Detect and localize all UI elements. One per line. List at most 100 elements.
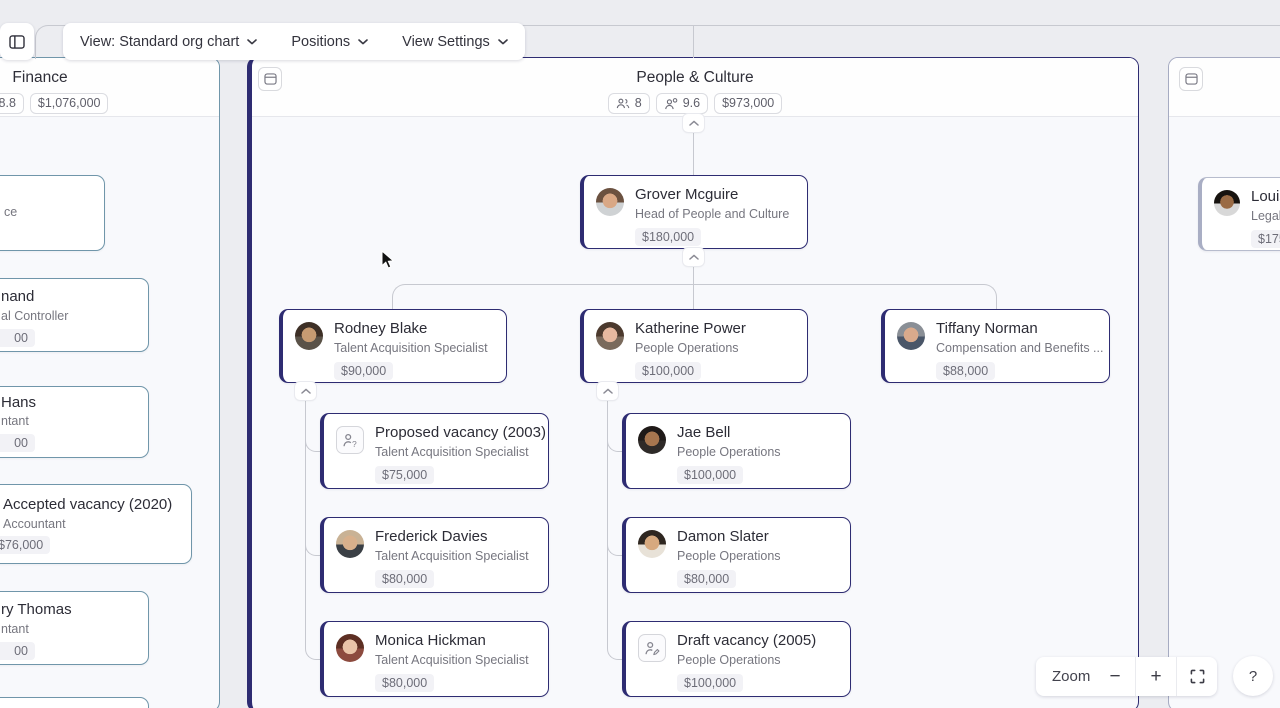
finance-panel-title: Finance [12, 69, 68, 86]
collapse-panel-button[interactable] [258, 67, 282, 91]
person-title: al Controller [1, 309, 69, 323]
people-icon [616, 98, 630, 109]
org-node-draft-vacancy[interactable]: Draft vacancy (2005) People Operations $… [622, 621, 851, 697]
help-button[interactable]: ? [1233, 656, 1273, 696]
zoom-in-button[interactable]: + [1150, 665, 1162, 687]
finance-budget-value: $1,076,000 [37, 96, 101, 110]
person-title: People Operations [677, 653, 781, 667]
org-node-rodney-blake[interactable]: Rodney Blake Talent Acquisition Speciali… [279, 309, 507, 383]
connector-elbow [305, 543, 321, 556]
chevron-up-icon [688, 120, 699, 126]
person-name: Louis [1251, 188, 1280, 205]
org-node-proposed-vacancy[interactable]: ? Proposed vacancy (2003) Talent Acquisi… [320, 413, 549, 489]
connector-elbow [607, 647, 623, 660]
chevron-down-icon [247, 38, 258, 44]
chevron-down-icon [358, 38, 368, 44]
avatar [638, 530, 666, 558]
vacancy-question-icon: ? [336, 426, 364, 454]
connector-elbow [607, 543, 623, 556]
org-node-tiffany-norman[interactable]: Tiffany Norman Compensation and Benefits… [881, 309, 1110, 383]
finance-badge-row: 8.8 $1,076,000 [0, 93, 219, 114]
org-node-damon-slater[interactable]: Damon Slater People Operations $80,000 [622, 517, 851, 593]
person-title: Talent Acquisition Specialist [375, 549, 529, 563]
collapse-grover-button[interactable] [683, 248, 704, 266]
salary-badge: $88,000 [936, 362, 996, 380]
chevron-up-icon [300, 388, 311, 394]
salary-badge: $180,000 [635, 228, 702, 246]
salary-badge: $80,000 [375, 570, 435, 588]
chevron-up-icon [602, 388, 613, 394]
view-dropdown-label: View: Standard org chart [80, 33, 240, 50]
help-label: ? [1248, 667, 1258, 685]
zoom-out-button[interactable]: − [1109, 665, 1121, 687]
budget-badge: $973,000 [714, 93, 783, 114]
person-name: Katherine Power [635, 320, 746, 337]
avatar [295, 322, 323, 350]
person-title: People Operations [677, 549, 781, 563]
collapse-rodney-button[interactable] [295, 382, 316, 400]
avatar [1214, 190, 1240, 216]
salary-badge: $175,0 [1251, 230, 1280, 248]
view-settings-dropdown[interactable]: View Settings [385, 23, 525, 60]
view-dropdown[interactable]: View: Standard org chart [63, 23, 274, 60]
person-name: Jae Bell [677, 424, 731, 441]
connector-row-left [392, 284, 695, 314]
legal-department-panel [1168, 57, 1280, 708]
salary-badge: 00 [0, 642, 35, 660]
org-node-jae-bell[interactable]: Jae Bell People Operations $100,000 [622, 413, 851, 489]
org-node-finance-partial-5[interactable] [0, 697, 149, 708]
salary-badge: $100,000 [635, 362, 702, 380]
connector-trunk-right [645, 25, 1280, 28]
connector-elbow [305, 439, 321, 452]
fullscreen-button[interactable] [1177, 657, 1217, 696]
person-title: Talent Acquisition Specialist [334, 341, 488, 355]
person-title: ce [4, 205, 18, 219]
person-name: Tiffany Norman [936, 320, 1038, 337]
finance-panel-header: Finance 8.8 $1,076,000 [0, 58, 219, 117]
person-name: Monica Hickman [375, 632, 486, 649]
person-title: Accountant [3, 517, 66, 531]
panel-collapse-icon [263, 73, 277, 85]
finance-score-badge: 8.8 [0, 93, 24, 114]
sidebar-toggle-button[interactable] [0, 23, 34, 60]
collapse-tree-button[interactable] [683, 114, 704, 132]
mouse-cursor [381, 250, 395, 269]
org-node-louis[interactable]: Louis Legal C $175,0 [1198, 177, 1280, 251]
org-node-finance-partial-1[interactable]: ce [0, 175, 105, 251]
divider [1135, 657, 1136, 696]
headcount-value: 8 [634, 96, 642, 110]
person-title: Compensation and Benefits ... [936, 341, 1104, 355]
vacancy-draft-icon [638, 634, 666, 662]
salary-badge: 00 [0, 434, 35, 452]
score-value: 9.6 [682, 96, 701, 110]
person-title: People Operations [677, 445, 781, 459]
connector-trunk-drop [693, 25, 696, 58]
person-name: ry Thomas [1, 601, 72, 618]
panel-collapse-icon [1184, 73, 1198, 85]
divider [1176, 657, 1177, 696]
collapse-katherine-button[interactable] [597, 382, 618, 400]
org-node-katherine-power[interactable]: Katherine Power People Operations $100,0… [580, 309, 808, 383]
org-node-accepted-vacancy[interactable]: Accepted vacancy (2020) Accountant $76,0… [0, 484, 192, 564]
org-node-frederick-davies[interactable]: Frederick Davies Talent Acquisition Spec… [320, 517, 549, 593]
positions-dropdown[interactable]: Positions [274, 23, 385, 60]
person-title: People Operations [635, 341, 739, 355]
org-node-monica-hickman[interactable]: Monica Hickman Talent Acquisition Specia… [320, 621, 549, 697]
person-name: Frederick Davies [375, 528, 488, 545]
salary-badge: $100,000 [677, 674, 744, 692]
people-culture-panel-title: People & Culture [636, 69, 754, 86]
org-node-grover-mcguire[interactable]: Grover Mcguire Head of People and Cultur… [580, 175, 808, 249]
person-title: ntant [1, 414, 29, 428]
positions-dropdown-label: Positions [291, 33, 351, 50]
chevron-up-icon [688, 254, 699, 260]
org-node-finance-partial-2[interactable]: nand al Controller 00 [0, 278, 149, 352]
org-node-finance-partial-3[interactable]: Hans ntant 00 [0, 386, 149, 458]
zoom-label: Zoom [1052, 668, 1091, 685]
org-node-finance-partial-4[interactable]: ry Thomas ntant 00 [0, 591, 149, 665]
connector-row-right [694, 284, 997, 314]
finance-score-value: 8.8 [0, 96, 16, 110]
salary-badge: $80,000 [677, 570, 737, 588]
person-score-icon [664, 97, 678, 109]
collapse-panel-button[interactable] [1179, 67, 1203, 91]
